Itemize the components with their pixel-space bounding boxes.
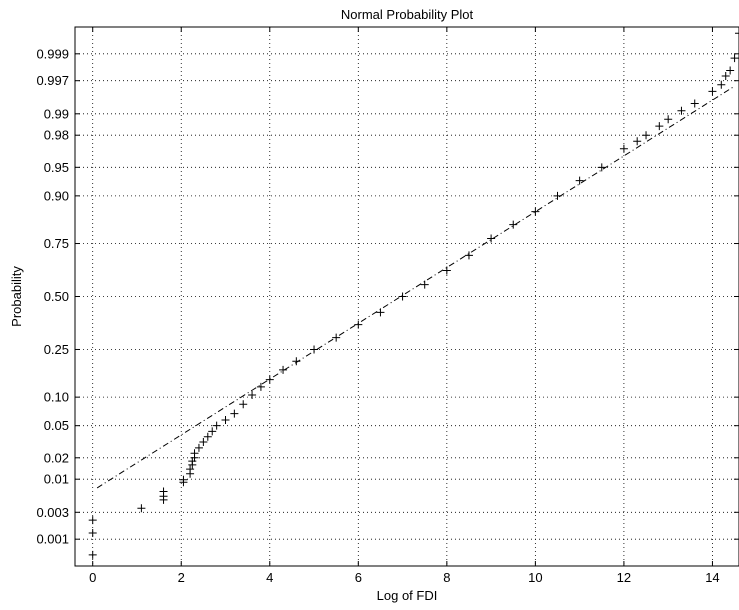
x-tick-label: 6 [355,570,362,585]
data-point [664,115,673,124]
data-point [88,550,97,559]
data-point [730,54,739,63]
data-point [442,266,451,275]
y-tick-label: 0.10 [44,390,69,405]
data-point [256,382,265,391]
data-point [717,80,726,89]
y-tick-label: 0.003 [36,505,69,520]
data-point [137,504,146,513]
data-point [655,122,664,131]
data-point [597,163,606,172]
data-point [279,365,288,374]
data-point [677,106,686,115]
data-point [332,333,341,342]
data-point [420,280,429,289]
chart-title: Normal Probability Plot [341,7,474,22]
data-point [531,207,540,216]
data-point [509,220,518,229]
y-tick-label: 0.001 [36,532,69,547]
y-tick-label: 0.99 [44,106,69,121]
data-point [398,292,407,301]
x-tick-label: 4 [266,570,273,585]
data-point [553,191,562,200]
y-tick-label: 0.98 [44,128,69,143]
data-point [190,449,199,458]
data-point [721,72,730,81]
reference-line-layer [96,85,735,489]
data-point [199,437,208,446]
plot-frame [74,26,739,567]
data-point [633,137,642,146]
data-point [642,131,651,140]
reference-line [96,85,735,489]
x-tick-label: 10 [528,570,542,585]
data-point [292,357,301,366]
data-point [203,432,212,441]
data-point [376,308,385,317]
data-point [735,29,739,38]
y-tick-label: 0.95 [44,160,69,175]
data-point [487,234,496,243]
data-point [208,427,217,436]
data-point [354,320,363,329]
data-point [248,390,257,399]
data-point [212,421,221,430]
y-tick-label: 0.75 [44,236,69,251]
data-point [464,251,473,260]
data-point [221,415,230,424]
data-point [230,409,239,418]
x-tick-label: 14 [705,570,719,585]
data-point [88,516,97,525]
data-point [194,443,203,452]
data-point [310,345,319,354]
y-tick-label: 0.05 [44,418,69,433]
y-tick-label: 0.999 [36,46,69,61]
y-tick-label: 0.25 [44,342,69,357]
data-point [179,475,188,484]
y-tick-label: 0.02 [44,450,69,465]
x-tick-label: 12 [617,570,631,585]
x-tick-label: 8 [443,570,450,585]
data-point [239,400,248,409]
data-points [88,29,739,559]
y-axis-label: Probability [9,266,24,327]
y-axis-ticks: 0.001 0.003 0.01 0.02 0.05 0.10 0.25 0.50 0.75 0.… [36,46,739,547]
data-point [575,176,584,185]
data-point [690,99,699,108]
data-point [186,465,195,474]
y-tick-label: 0.50 [44,289,69,304]
data-point [159,487,168,496]
data-point [265,375,274,384]
data-point [708,87,717,96]
x-axis-ticks: 0 2 4 6 8 10 12 14 [89,27,720,585]
y-tick-label: 0.90 [44,188,69,203]
x-tick-label: 0 [89,570,96,585]
grid-lines [75,27,739,566]
data-point [726,66,735,75]
y-tick-label: 0.01 [44,472,69,487]
x-tick-label: 2 [178,570,185,585]
data-point [619,144,628,153]
data-point [88,529,97,538]
y-tick-label: 0.997 [36,73,69,88]
x-axis-label: Log of FDI [377,588,438,603]
